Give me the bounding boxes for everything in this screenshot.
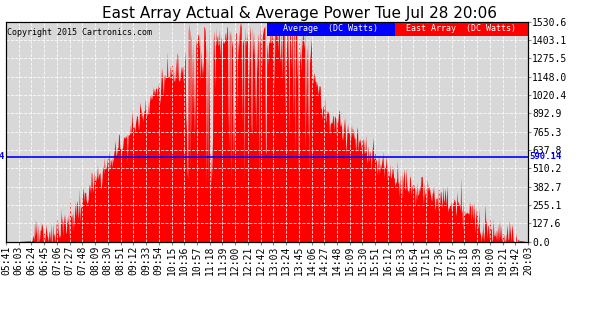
Text: Copyright 2015 Cartronics.com: Copyright 2015 Cartronics.com [7,28,152,37]
Text: East Array Actual & Average Power Tue Jul 28 20:06: East Array Actual & Average Power Tue Ju… [103,6,497,21]
Text: 590.14: 590.14 [529,153,561,162]
Text: 590.14: 590.14 [0,153,5,162]
